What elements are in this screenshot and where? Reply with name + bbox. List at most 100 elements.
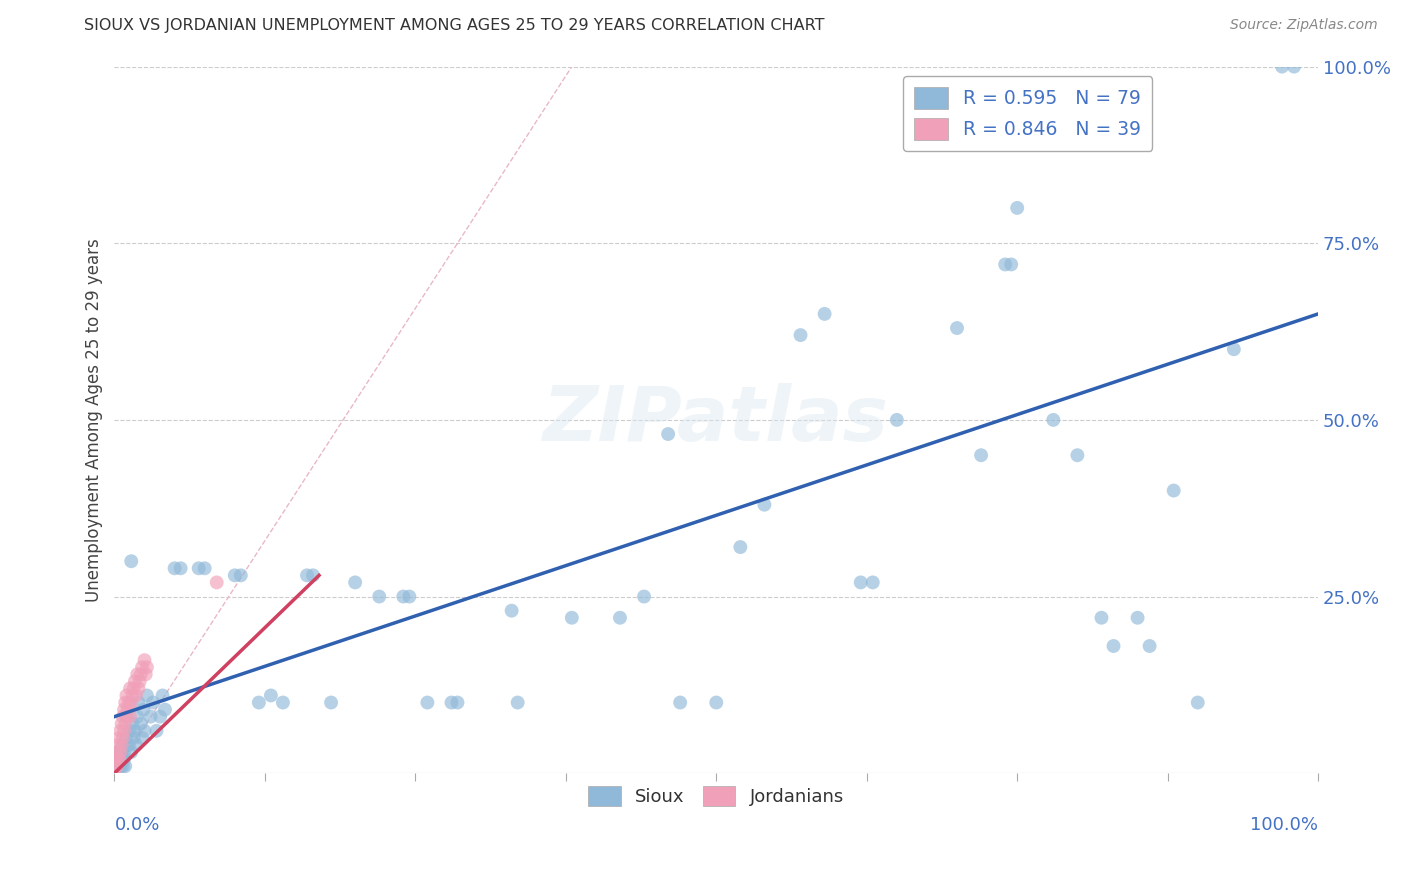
Point — [1066, 448, 1088, 462]
Point — [122, 731, 145, 745]
Point — [561, 611, 583, 625]
Point — [970, 448, 993, 462]
Point — [111, 731, 134, 745]
Point — [117, 703, 139, 717]
Point — [110, 745, 132, 759]
Point — [108, 752, 131, 766]
Point — [110, 745, 132, 759]
Point — [149, 709, 172, 723]
Point — [754, 498, 776, 512]
Point — [114, 759, 136, 773]
Point — [131, 731, 153, 745]
Point — [1187, 696, 1209, 710]
Point — [205, 575, 228, 590]
Point — [112, 752, 135, 766]
Point — [129, 716, 152, 731]
Point — [142, 696, 165, 710]
Point — [1163, 483, 1185, 498]
Point — [127, 681, 149, 696]
Point — [229, 568, 252, 582]
Point — [1126, 611, 1149, 625]
Point — [813, 307, 835, 321]
Point — [115, 709, 138, 723]
Point — [122, 681, 145, 696]
Point — [108, 752, 131, 766]
Point — [609, 611, 631, 625]
Point — [416, 696, 439, 710]
Point — [247, 696, 270, 710]
Point — [110, 759, 132, 773]
Point — [135, 660, 157, 674]
Point — [302, 568, 325, 582]
Point — [1139, 639, 1161, 653]
Point — [1090, 611, 1112, 625]
Point — [506, 696, 529, 710]
Point — [127, 667, 149, 681]
Point — [669, 696, 692, 710]
Point — [111, 716, 134, 731]
Point — [1271, 60, 1294, 74]
Point — [127, 696, 149, 710]
Point — [194, 561, 217, 575]
Point — [105, 745, 128, 759]
Point — [134, 723, 156, 738]
Point — [169, 561, 191, 575]
Point — [886, 413, 908, 427]
Point — [120, 709, 142, 723]
Legend: Sioux, Jordanians: Sioux, Jordanians — [581, 779, 852, 814]
Point — [118, 696, 141, 710]
Point — [124, 723, 146, 738]
Point — [849, 575, 872, 590]
Point — [127, 709, 149, 723]
Point — [224, 568, 246, 582]
Point — [111, 709, 134, 723]
Point — [1005, 201, 1028, 215]
Point — [128, 674, 150, 689]
Point — [501, 604, 523, 618]
Point — [125, 689, 148, 703]
Point — [115, 709, 138, 723]
Point — [111, 738, 134, 752]
Text: 0.0%: 0.0% — [114, 815, 160, 834]
Point — [946, 321, 969, 335]
Point — [1000, 257, 1022, 271]
Point — [704, 696, 727, 710]
Point — [1282, 60, 1305, 74]
Point — [120, 681, 142, 696]
Point — [107, 738, 129, 752]
Point — [107, 745, 129, 759]
Point — [108, 731, 131, 745]
Point — [1102, 639, 1125, 653]
Point — [132, 703, 155, 717]
Point — [730, 540, 752, 554]
Point — [319, 696, 342, 710]
Point — [135, 689, 157, 703]
Point — [105, 752, 128, 766]
Point — [153, 703, 176, 717]
Point — [104, 752, 127, 766]
Point — [994, 257, 1017, 271]
Point — [120, 696, 142, 710]
Point — [139, 709, 162, 723]
Text: SIOUX VS JORDANIAN UNEMPLOYMENT AMONG AGES 25 TO 29 YEARS CORRELATION CHART: SIOUX VS JORDANIAN UNEMPLOYMENT AMONG AG… — [84, 18, 825, 33]
Point — [131, 660, 153, 674]
Point — [110, 723, 132, 738]
Point — [163, 561, 186, 575]
Point — [446, 696, 468, 710]
Point — [295, 568, 318, 582]
Point — [1223, 343, 1246, 357]
Point — [368, 590, 391, 604]
Point — [104, 759, 127, 773]
Point — [107, 752, 129, 766]
Point — [105, 759, 128, 773]
Point — [129, 667, 152, 681]
Point — [121, 689, 143, 703]
Point — [118, 738, 141, 752]
Point — [111, 738, 134, 752]
Point — [187, 561, 209, 575]
Point — [111, 752, 134, 766]
Point — [103, 766, 125, 780]
Point — [271, 696, 294, 710]
Point — [114, 716, 136, 731]
Point — [124, 674, 146, 689]
